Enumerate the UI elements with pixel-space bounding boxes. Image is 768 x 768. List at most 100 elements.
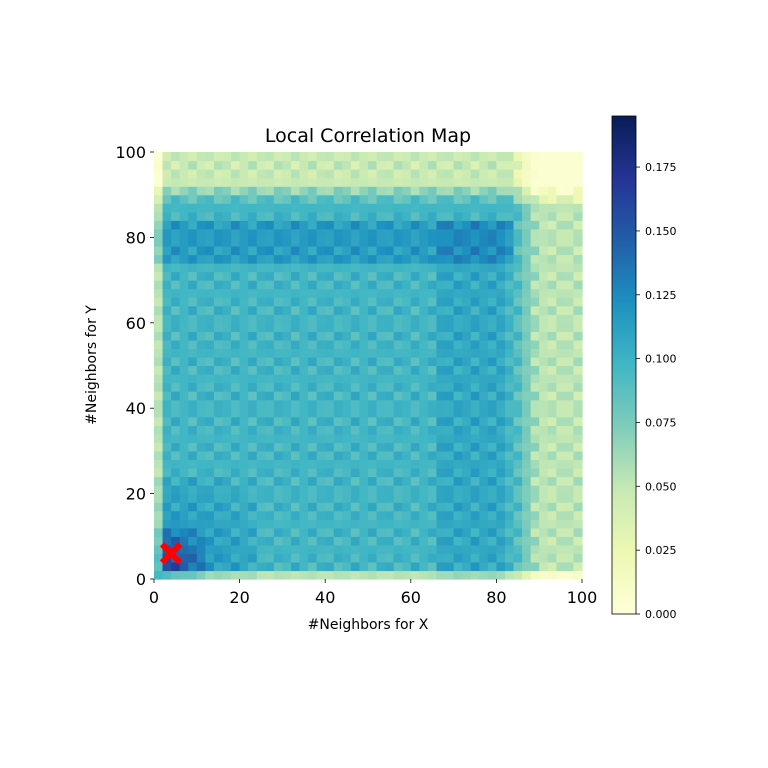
heatmap-cell bbox=[299, 160, 309, 170]
heatmap-cell bbox=[213, 450, 224, 461]
heatmap-cell bbox=[213, 502, 224, 512]
heatmap-cell bbox=[496, 365, 506, 375]
heatmap-cell bbox=[556, 493, 566, 503]
heatmap-cell bbox=[513, 433, 523, 443]
heatmap-cell bbox=[256, 374, 266, 384]
heatmap-cell bbox=[350, 322, 361, 332]
heatmap-cell bbox=[504, 493, 515, 503]
heatmap-cell bbox=[188, 561, 198, 572]
heatmap-cell bbox=[205, 502, 215, 512]
heatmap-cell bbox=[179, 322, 189, 332]
heatmap-cell bbox=[564, 220, 575, 230]
heatmap-cell bbox=[436, 228, 446, 238]
heatmap-cell bbox=[333, 374, 343, 384]
heatmap-cell bbox=[453, 160, 463, 170]
heatmap-cell bbox=[350, 160, 361, 170]
heatmap-cell bbox=[299, 356, 309, 367]
heatmap-cell bbox=[470, 220, 480, 230]
heatmap-cell bbox=[196, 476, 206, 486]
heatmap-cell bbox=[539, 314, 549, 324]
heatmap-cell bbox=[402, 297, 412, 307]
heatmap-cell bbox=[504, 374, 515, 384]
heatmap-cell bbox=[410, 450, 420, 461]
heatmap-cell bbox=[213, 442, 224, 452]
heatmap-cell bbox=[547, 254, 557, 264]
heatmap-cell bbox=[188, 374, 198, 384]
heatmap-cell bbox=[282, 399, 292, 409]
heatmap-cell bbox=[462, 254, 472, 264]
heatmap-cell bbox=[308, 433, 318, 443]
heatmap-cell bbox=[273, 339, 283, 350]
heatmap-cell bbox=[530, 391, 540, 401]
heatmap-cell bbox=[333, 305, 343, 315]
heatmap-cell bbox=[273, 561, 283, 572]
heatmap-cell bbox=[231, 519, 241, 529]
heatmap-cell bbox=[522, 263, 532, 273]
heatmap-cell bbox=[342, 254, 352, 264]
heatmap-cell bbox=[196, 263, 206, 273]
heatmap-cell bbox=[368, 519, 378, 529]
heatmap-cell bbox=[436, 536, 446, 546]
heatmap-cell bbox=[376, 536, 386, 546]
heatmap-cell bbox=[171, 237, 181, 247]
heatmap-cell bbox=[265, 297, 275, 307]
heatmap-cell bbox=[530, 416, 540, 426]
heatmap-cell bbox=[213, 374, 224, 384]
heatmap-cell bbox=[231, 391, 241, 401]
heatmap-cell bbox=[522, 425, 532, 435]
heatmap-cell bbox=[564, 365, 575, 375]
heatmap-cell bbox=[188, 485, 198, 495]
heatmap-cell bbox=[436, 186, 446, 196]
heatmap-cell bbox=[162, 245, 172, 256]
heatmap-cell bbox=[231, 544, 241, 554]
heatmap-cell bbox=[530, 536, 540, 546]
heatmap-cell bbox=[342, 442, 352, 452]
heatmap-cell bbox=[547, 416, 557, 426]
marker-x-stroke bbox=[159, 542, 183, 565]
y-tick-label: 80 bbox=[126, 228, 146, 247]
heatmap-cell bbox=[539, 374, 549, 384]
heatmap-cell bbox=[385, 152, 395, 162]
colorbar-tick-label: 0.125 bbox=[645, 289, 677, 302]
heatmap-cell bbox=[231, 561, 241, 572]
heatmap-cell bbox=[402, 408, 412, 418]
heatmap-cell bbox=[385, 254, 395, 264]
heatmap-cell bbox=[547, 160, 557, 170]
heatmap-cell bbox=[436, 476, 446, 486]
heatmap-cell bbox=[265, 271, 275, 281]
heatmap-cell bbox=[213, 271, 224, 281]
heatmap-cell bbox=[445, 203, 455, 213]
heatmap-cell bbox=[496, 382, 506, 392]
heatmap-cell bbox=[376, 305, 386, 315]
heatmap-cell bbox=[453, 459, 463, 469]
heatmap-cell bbox=[171, 476, 181, 486]
heatmap-cell bbox=[205, 254, 215, 264]
heatmap-cell bbox=[539, 280, 549, 290]
heatmap-cell bbox=[530, 527, 540, 537]
heatmap-cell bbox=[547, 348, 557, 358]
heatmap-cell bbox=[530, 408, 540, 418]
heatmap-cell bbox=[342, 280, 352, 290]
heatmap-cell bbox=[196, 399, 206, 409]
heatmap-cell bbox=[222, 305, 232, 315]
heatmap-cell bbox=[359, 186, 369, 196]
heatmap-cell bbox=[308, 510, 318, 520]
heatmap-cell bbox=[239, 271, 249, 281]
heatmap-cell bbox=[522, 169, 532, 179]
heatmap-cell bbox=[564, 476, 575, 486]
heatmap-cell bbox=[539, 485, 549, 495]
heatmap-cell bbox=[222, 186, 232, 196]
heatmap-cell bbox=[308, 245, 318, 256]
heatmap-cell bbox=[273, 476, 283, 486]
heatmap-cell bbox=[350, 271, 361, 281]
heatmap-cell bbox=[402, 433, 412, 443]
heatmap-cell bbox=[299, 502, 309, 512]
heatmap-cell bbox=[239, 382, 249, 392]
heatmap-cell bbox=[316, 570, 326, 580]
heatmap-cell bbox=[385, 211, 395, 221]
heatmap-cell bbox=[222, 527, 232, 537]
heatmap-cell bbox=[573, 391, 583, 401]
heatmap-cell bbox=[445, 305, 455, 315]
heatmap-cell bbox=[513, 331, 523, 341]
heatmap-cell bbox=[308, 536, 318, 546]
